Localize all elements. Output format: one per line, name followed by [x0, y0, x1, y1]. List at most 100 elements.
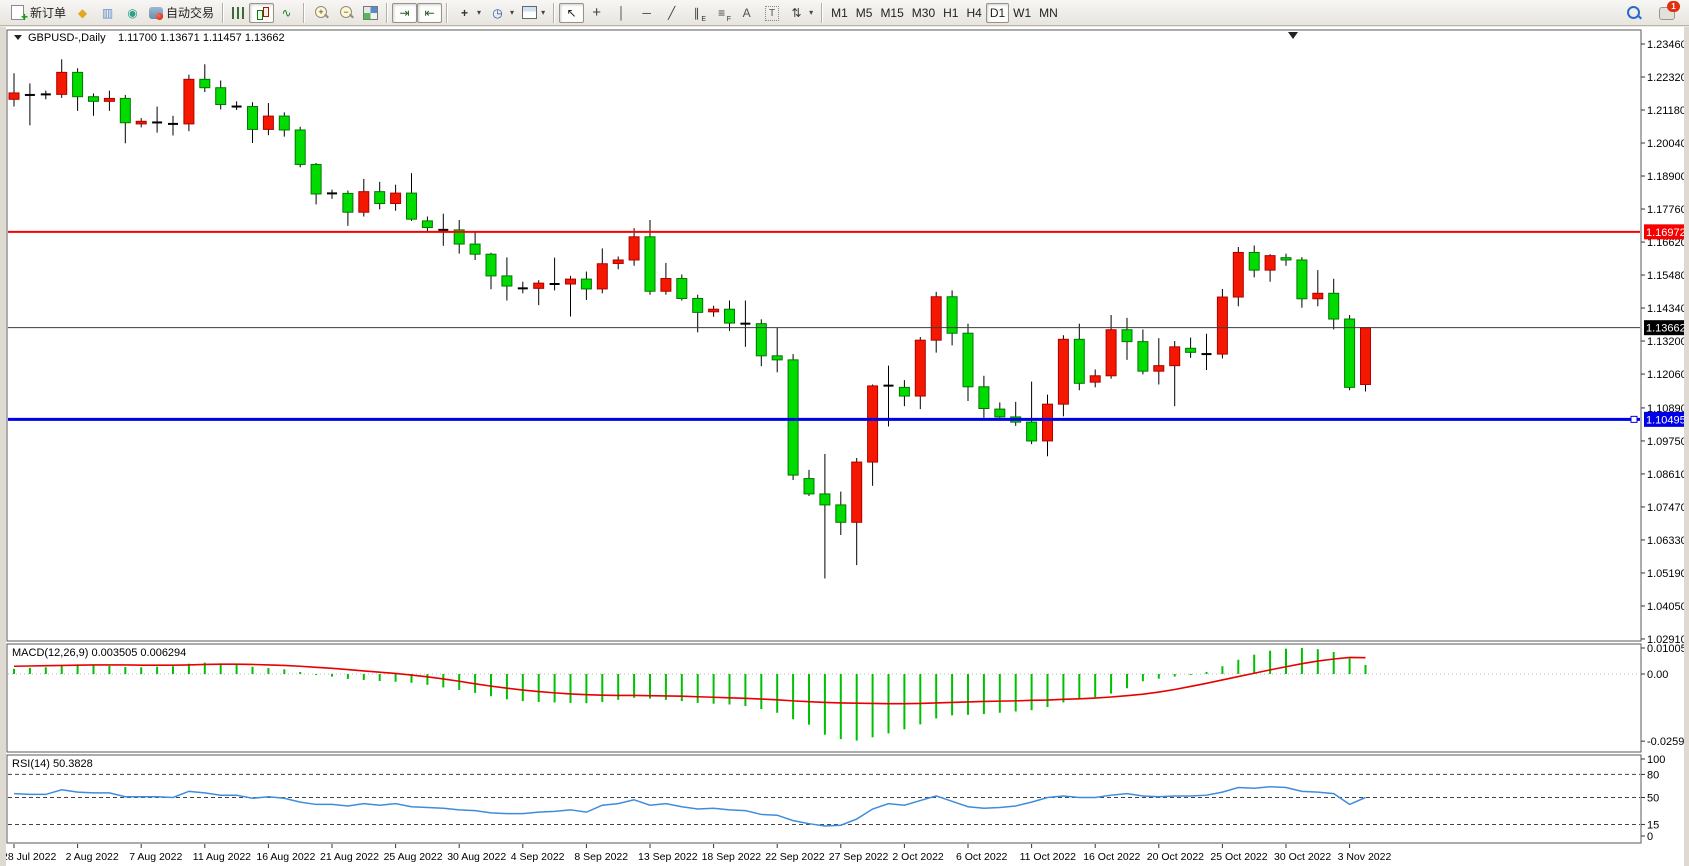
chart-shift-button[interactable]: ⇤ [417, 2, 443, 23]
bullish-candle[interactable] [660, 278, 672, 292]
text-button[interactable]: A [734, 3, 759, 23]
fibonacci-button[interactable]: ≡ F [709, 3, 734, 23]
bearish-candle[interactable] [1137, 341, 1149, 372]
auto-scroll-button[interactable]: ⇥ [392, 2, 418, 23]
dropdown-caret-icon[interactable]: ▾ [510, 8, 515, 17]
bearish-candle[interactable] [1296, 259, 1308, 300]
vertical-line-button[interactable]: │ [609, 3, 634, 23]
candlesticks[interactable] [8, 59, 1371, 579]
bearish-candle[interactable] [1121, 329, 1133, 343]
bearish-candle[interactable] [1073, 338, 1085, 384]
bearish-candle[interactable] [215, 87, 227, 106]
right-scroll-strip[interactable] [1684, 27, 1689, 866]
bullish-candle[interactable] [628, 236, 640, 261]
bullish-candle[interactable] [1216, 296, 1228, 355]
timeframe-w1[interactable]: W1 [1009, 3, 1035, 23]
bullish-candle[interactable] [1312, 292, 1324, 300]
zoom-out-button[interactable] [334, 3, 359, 23]
bullish-candle[interactable] [1057, 338, 1069, 405]
indicators-button[interactable]: + ▾ [452, 3, 485, 23]
bearish-candle[interactable] [819, 493, 831, 506]
templates-button[interactable]: ▾ [518, 3, 549, 23]
bullish-candle[interactable] [390, 192, 402, 205]
bearish-candle[interactable] [787, 359, 799, 476]
bearish-candle[interactable] [580, 278, 592, 290]
support-line-handle[interactable] [1630, 415, 1638, 423]
search-button[interactable] [1621, 3, 1646, 23]
bearish-candle[interactable] [1026, 421, 1038, 442]
bearish-candle[interactable] [1280, 257, 1292, 261]
bullish-candle[interactable] [1089, 375, 1101, 383]
bearish-candle[interactable] [1185, 347, 1197, 353]
bearish-candle[interactable] [421, 220, 433, 229]
rsi-panel[interactable]: RSI(14) 50.3828 100 80 50 150 [8, 754, 1665, 843]
bearish-candle[interactable] [72, 71, 84, 98]
bearish-candle[interactable] [294, 129, 306, 165]
bar-chart-button[interactable] [228, 3, 249, 23]
bullish-candle[interactable] [708, 308, 720, 313]
bullish-candle[interactable] [1153, 365, 1165, 372]
bullish-candle[interactable] [596, 263, 608, 290]
bullish-candle[interactable] [1169, 346, 1181, 367]
bearish-candle[interactable] [501, 275, 513, 287]
market-watch-button[interactable]: ▥ [95, 3, 120, 23]
bullish-candle[interactable] [565, 278, 576, 285]
profiles-button[interactable]: ◆ [70, 3, 95, 23]
bullish-candle[interactable] [612, 259, 624, 264]
main-chart[interactable]: GBPUSD-,Daily 1.11700 1.13671 1.11457 1.1… [8, 32, 1640, 579]
bearish-candle[interactable] [978, 386, 990, 410]
dropdown-caret-icon[interactable]: ▾ [541, 8, 546, 17]
bullish-candle[interactable] [1042, 403, 1053, 442]
bearish-candle[interactable] [644, 236, 656, 292]
horizontal-line-button[interactable]: ─ [634, 3, 659, 23]
bullish-candle[interactable] [914, 339, 926, 397]
timeframe-m15[interactable]: M15 [876, 3, 907, 23]
candlestick-chart-button[interactable] [249, 2, 275, 23]
bearish-candle[interactable] [962, 332, 974, 388]
macd-panel[interactable]: MACD(12,26,9) 0.003505 0.006294 0.010059 0… [8, 643, 1689, 748]
bullish-candle[interactable] [183, 78, 195, 125]
bearish-candle[interactable] [994, 408, 1006, 418]
trendline-button[interactable]: ╱ [659, 3, 684, 23]
bearish-candle[interactable] [485, 253, 497, 277]
notifications-button[interactable]: 1 [1654, 0, 1680, 23]
bullish-candle[interactable] [1360, 327, 1371, 385]
bearish-candle[interactable] [771, 355, 783, 361]
chart-canvas[interactable]: GBPUSD-,Daily 1.11700 1.13671 1.11457 1.1… [0, 27, 1689, 866]
bullish-candle[interactable] [1232, 251, 1244, 298]
bullish-candle[interactable] [1264, 255, 1276, 271]
bearish-candle[interactable] [374, 191, 386, 205]
zoom-in-button[interactable] [309, 3, 334, 23]
bearish-candle[interactable] [835, 504, 847, 523]
auto-trading-button[interactable]: 自动交易 [145, 3, 218, 23]
symbol-menu-icon[interactable] [14, 35, 22, 40]
timeframe-mn[interactable]: MN [1035, 3, 1062, 23]
bearish-candle[interactable] [342, 192, 354, 213]
bearish-candle[interactable] [755, 323, 767, 357]
channel-button[interactable]: ∥ E [684, 3, 709, 23]
bearish-candle[interactable] [676, 278, 688, 299]
bearish-candle[interactable] [1328, 292, 1340, 320]
bullish-candle[interactable] [851, 461, 863, 523]
bullish-candle[interactable] [56, 71, 68, 95]
navigator-button[interactable]: ◉ [120, 3, 145, 23]
bearish-candle[interactable] [1248, 251, 1260, 271]
timeframe-d1[interactable]: D1 [985, 2, 1010, 23]
dropdown-caret-icon[interactable]: ▾ [809, 8, 814, 17]
bearish-candle[interactable] [247, 106, 258, 130]
arrows-button[interactable]: ⇅ ▾ [784, 3, 817, 23]
price-axis[interactable]: 1.23460 1.22320 1.21180 1.20040 1.18900 1.177… [1641, 39, 1688, 646]
timeframe-m1[interactable]: M1 [827, 3, 852, 23]
timeframe-m5[interactable]: M5 [852, 3, 877, 23]
bullish-candle[interactable] [262, 115, 274, 130]
dropdown-caret-icon[interactable]: ▾ [477, 8, 482, 17]
bearish-candle[interactable] [406, 192, 417, 220]
new-order-button[interactable]: 新订单 [4, 3, 70, 24]
bearish-candle[interactable] [453, 229, 465, 245]
line-chart-button[interactable]: ∿ [274, 3, 299, 23]
timeframe-m30[interactable]: M30 [908, 3, 939, 23]
bearish-candle[interactable] [692, 297, 704, 313]
bullish-candle[interactable] [867, 385, 879, 463]
bearish-candle[interactable] [803, 478, 815, 495]
bearish-candle[interactable] [199, 78, 211, 89]
